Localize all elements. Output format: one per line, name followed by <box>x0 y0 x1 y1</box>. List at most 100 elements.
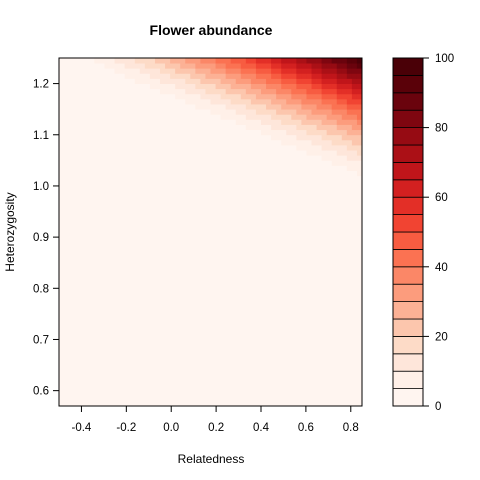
heatmap-cell <box>104 293 110 299</box>
heatmap-cell <box>316 232 322 238</box>
heatmap-cell <box>190 262 196 269</box>
heatmap-cell <box>59 365 65 371</box>
heatmap-cell <box>235 73 242 79</box>
heatmap-cell <box>79 165 85 171</box>
heatmap-cell <box>296 206 302 212</box>
heatmap-cell <box>154 206 161 212</box>
heatmap-cell <box>109 262 115 269</box>
heatmap-cell <box>225 175 232 182</box>
heatmap-cell <box>175 119 181 125</box>
heatmap-cell <box>261 180 267 187</box>
heatmap-cell <box>149 293 156 299</box>
heatmap-cell <box>356 201 363 207</box>
heatmap-cell <box>286 283 292 289</box>
heatmap-cell <box>240 272 247 279</box>
heatmap-cell <box>301 257 307 264</box>
heatmap-cell <box>129 247 136 253</box>
heatmap-cell <box>291 334 297 340</box>
heatmap-cell <box>59 211 65 218</box>
heatmap-cell <box>225 313 232 320</box>
heatmap-cell <box>205 385 211 392</box>
heatmap-cell <box>281 134 287 141</box>
heatmap-cell <box>190 247 196 253</box>
heatmap-cell <box>109 104 115 110</box>
heatmap-cell <box>255 278 262 284</box>
heatmap-cell <box>336 134 343 141</box>
heatmap-cell <box>74 201 80 207</box>
heatmap-cell <box>301 170 307 177</box>
heatmap-cell <box>291 104 297 110</box>
heatmap-cell <box>301 247 307 253</box>
heatmap-cell <box>104 160 110 166</box>
heatmap-cell <box>64 201 70 207</box>
heatmap-cell <box>59 344 65 351</box>
heatmap-cell <box>220 83 227 90</box>
heatmap-cell <box>195 339 201 345</box>
heatmap-cell <box>326 329 333 335</box>
heatmap-cell <box>114 109 120 115</box>
heatmap-cell <box>170 267 176 274</box>
heatmap-cell <box>225 252 232 258</box>
heatmap-cell <box>255 221 262 228</box>
heatmap-cell <box>261 58 267 64</box>
heatmap-cell <box>175 272 181 279</box>
heatmap-cell <box>271 160 277 166</box>
heatmap-cell <box>326 145 333 151</box>
heatmap-cell <box>144 365 151 371</box>
heatmap-cell <box>261 191 267 197</box>
heatmap-cell <box>245 293 252 299</box>
heatmap-cell <box>311 129 317 136</box>
heatmap-cell <box>134 83 141 90</box>
heatmap-cell <box>104 288 110 294</box>
heatmap-cell <box>306 191 312 197</box>
heatmap-cell <box>175 252 181 258</box>
heatmap-cell <box>356 288 363 294</box>
heatmap-cell <box>185 375 191 381</box>
heatmap-cell <box>180 247 186 253</box>
heatmap-cell <box>301 93 307 100</box>
heatmap-cell <box>351 247 358 253</box>
heatmap-cell <box>306 139 312 146</box>
heatmap-cell <box>331 308 338 315</box>
heatmap-cell <box>240 385 247 392</box>
heatmap-cell <box>261 380 267 386</box>
heatmap-cell <box>220 160 227 166</box>
heatmap-cell <box>104 380 110 386</box>
heatmap-cell <box>341 185 348 192</box>
heatmap-cell <box>326 58 333 64</box>
heatmap-cell <box>210 134 216 141</box>
heatmap-cell <box>356 303 363 310</box>
heatmap-cell <box>341 114 348 120</box>
heatmap-cell <box>271 134 277 141</box>
heatmap-cell <box>291 165 297 171</box>
heatmap-cell <box>276 278 282 284</box>
heatmap-cell <box>79 73 85 79</box>
heatmap-cell <box>195 226 201 233</box>
heatmap-cell <box>316 262 322 269</box>
heatmap-cell <box>271 242 277 248</box>
heatmap-cell <box>170 385 176 392</box>
heatmap-cell <box>281 288 287 294</box>
heatmap-cell <box>99 124 105 131</box>
heatmap-cell <box>351 288 358 294</box>
heatmap-cell <box>119 339 126 345</box>
heatmap-cell <box>261 221 267 228</box>
heatmap-cell <box>170 180 176 187</box>
heatmap-cell <box>291 83 297 90</box>
heatmap-cell <box>185 68 191 74</box>
heatmap-cell <box>190 155 196 161</box>
heatmap-cell <box>195 329 201 335</box>
heatmap-cell <box>200 390 206 397</box>
heatmap-cell <box>346 247 353 253</box>
heatmap-cell <box>154 196 161 202</box>
heatmap-cell <box>225 334 232 340</box>
heatmap-cell <box>255 232 262 238</box>
heatmap-cell <box>245 129 252 136</box>
heatmap-cell <box>160 201 166 207</box>
heatmap-cell <box>245 247 252 253</box>
heatmap-cell <box>296 257 302 264</box>
heatmap-cell <box>235 359 242 366</box>
heatmap-cell <box>64 365 70 371</box>
heatmap-cell <box>94 262 100 269</box>
heatmap-cell <box>316 160 322 166</box>
